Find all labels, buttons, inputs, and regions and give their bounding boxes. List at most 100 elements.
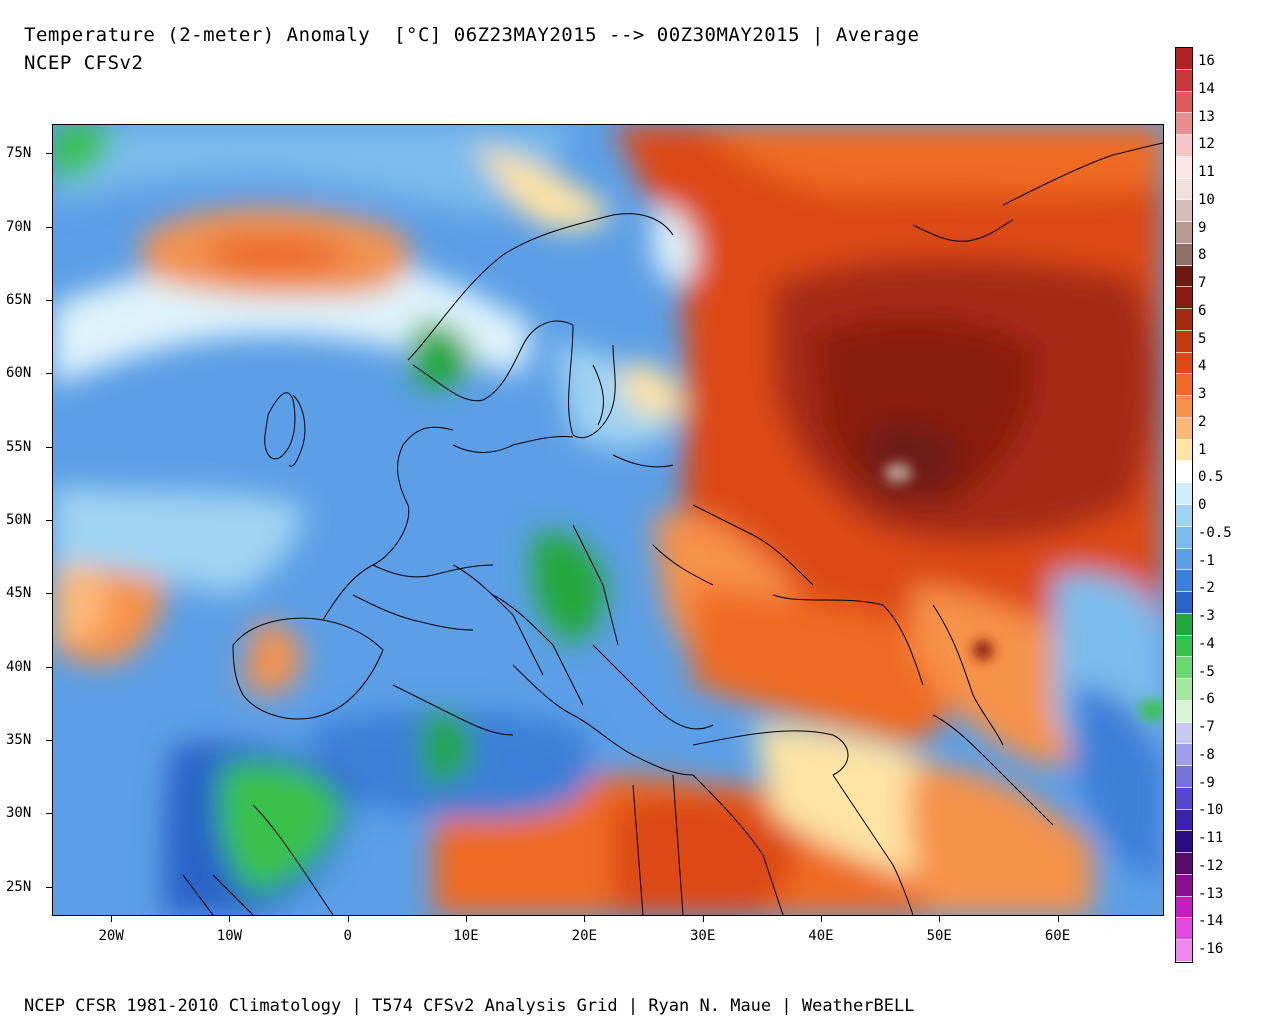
colorbar-swatch: [1176, 200, 1192, 223]
colorbar-label: 10: [1198, 191, 1215, 208]
lon-label: 50E: [926, 928, 952, 944]
lat-tick: [46, 886, 52, 888]
colorbar-label: -13: [1198, 885, 1224, 902]
colorbar-swatch: [1176, 700, 1192, 723]
colorbar-swatch: [1176, 352, 1192, 375]
colorbar-swatch: [1176, 374, 1192, 397]
lat-label: 60N: [6, 365, 32, 382]
anomaly-field-shading: [53, 125, 1163, 915]
lon-label: 60E: [1044, 928, 1071, 944]
lon-tick: [466, 916, 468, 922]
lat-tick: [46, 520, 52, 521]
colorbar-swatch: [1176, 896, 1192, 919]
colorbar-label: -3: [1198, 608, 1215, 624]
colorbar-swatch: [1176, 744, 1192, 767]
map-footer: NCEP CFSR 1981-2010 Climatology | T574 C…: [24, 996, 915, 1016]
lon-label: 10W: [216, 928, 243, 944]
colorbar-swatch: [1176, 309, 1192, 331]
colorbar-swatch: [1176, 69, 1192, 92]
lat-label: 25N: [6, 878, 32, 895]
lon-tick: [229, 916, 231, 922]
colorbar-swatch: [1176, 787, 1192, 810]
lat-label: 70N: [6, 218, 32, 235]
colorbar-swatch: [1176, 91, 1192, 114]
colorbar-label: -0.5: [1198, 524, 1232, 541]
colorbar-swatch: [1176, 548, 1192, 571]
lat-label: 55N: [6, 438, 32, 455]
colorbar-swatch: [1176, 48, 1192, 70]
lat-label: 40N: [6, 658, 32, 675]
lat-label: 35N: [6, 732, 32, 748]
colorbar-label: 3: [1198, 386, 1207, 402]
colorbar-label: -7: [1198, 719, 1215, 735]
colorbar-label: -8: [1198, 746, 1215, 763]
lon-tick: [820, 916, 822, 922]
colorbar-label: -16: [1198, 941, 1224, 957]
colorbar-swatch: [1176, 853, 1192, 875]
map-title: Temperature (2-meter) Anomaly [°C] 06Z23…: [24, 24, 920, 46]
lat-label: 50N: [6, 512, 32, 528]
anomaly-field-detail: [884, 463, 1163, 720]
colorbar-label: 6: [1198, 302, 1207, 319]
colorbar-label: -4: [1198, 635, 1215, 652]
colorbar-swatch: [1176, 592, 1192, 614]
colorbar-swatch: [1176, 940, 1192, 962]
colorbar-swatch: [1176, 766, 1192, 788]
lon-label: 40E: [808, 928, 834, 944]
colorbar-swatch: [1176, 417, 1192, 440]
lat-tick: [46, 666, 52, 668]
lat-tick: [46, 446, 52, 448]
colorbar-swatch: [1176, 483, 1192, 505]
lon-tick: [1057, 916, 1059, 922]
lat-tick: [46, 300, 52, 301]
colorbar-swatch: [1176, 679, 1192, 701]
colorbar-label: 2: [1198, 413, 1207, 430]
colorbar-swatch: [1176, 113, 1192, 136]
lon-label: 30E: [689, 928, 716, 944]
colorbar-swatch: [1176, 809, 1192, 832]
colorbar-label: 11: [1198, 164, 1215, 180]
colorbar-swatch: [1176, 505, 1192, 527]
colorbar-label: 12: [1198, 136, 1215, 153]
lon-tick: [702, 916, 704, 922]
colorbar-swatch: [1176, 156, 1192, 179]
lon-tick: [939, 916, 941, 922]
colorbar-swatch: [1176, 657, 1192, 680]
colorbar-label: 16: [1198, 53, 1215, 69]
lat-tick: [46, 373, 52, 375]
colorbar-label: -1: [1198, 552, 1215, 569]
lat-label: 30N: [6, 805, 32, 822]
colorbar-label: -2: [1198, 580, 1215, 597]
colorbar-label: 9: [1198, 219, 1207, 236]
colorbar-swatch: [1176, 287, 1192, 310]
colorbar-swatch: [1176, 570, 1192, 593]
lon-label: 20E: [571, 928, 597, 944]
colorbar-swatch: [1176, 831, 1192, 854]
colorbar-label: -12: [1198, 857, 1224, 874]
colorbar-swatch: [1176, 874, 1192, 897]
colorbar-swatch: [1176, 396, 1192, 418]
colorbar-swatch: [1176, 613, 1192, 636]
lat-tick: [46, 593, 52, 595]
lat-label: 75N: [6, 145, 32, 162]
colorbar-swatch: [1176, 265, 1192, 288]
colorbar-swatch: [1176, 918, 1192, 941]
lat-label: 65N: [6, 292, 32, 308]
colorbar: [1175, 47, 1193, 963]
colorbar-label: -6: [1198, 691, 1215, 708]
lon-tick: [111, 916, 113, 922]
colorbar-swatch: [1176, 439, 1192, 462]
colorbar-swatch: [1176, 222, 1192, 244]
lon-label: 20W: [98, 928, 124, 944]
colorbar-label: 0.5: [1198, 469, 1224, 486]
colorbar-label: 0: [1198, 497, 1207, 513]
colorbar-label: 1: [1198, 441, 1207, 458]
anomaly-map-canvas: [53, 125, 1163, 915]
colorbar-label: -10: [1198, 802, 1224, 819]
colorbar-swatch: [1176, 461, 1192, 484]
colorbar-label: -14: [1198, 913, 1224, 930]
colorbar-label: 7: [1198, 275, 1207, 291]
lon-tick: [347, 916, 349, 922]
colorbar-label: 8: [1198, 247, 1207, 264]
lon-label: 0: [343, 928, 352, 944]
